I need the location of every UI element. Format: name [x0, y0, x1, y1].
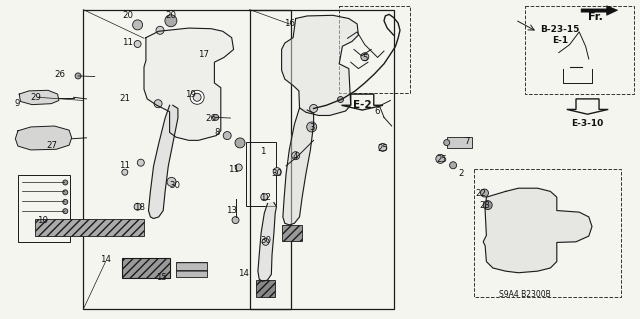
Ellipse shape [154, 100, 162, 108]
Ellipse shape [483, 201, 492, 210]
Text: 4: 4 [293, 152, 298, 161]
Ellipse shape [379, 143, 387, 152]
Bar [122, 258, 170, 278]
Text: 20: 20 [122, 11, 134, 20]
Text: 5: 5 [363, 54, 368, 63]
Ellipse shape [190, 90, 204, 104]
Ellipse shape [193, 93, 201, 101]
Ellipse shape [481, 189, 488, 197]
Ellipse shape [63, 180, 68, 185]
Polygon shape [282, 15, 358, 115]
Text: 7: 7 [464, 137, 469, 146]
Bar [35, 219, 144, 236]
Ellipse shape [235, 138, 245, 148]
Polygon shape [144, 28, 234, 140]
Ellipse shape [134, 203, 141, 210]
Text: 30: 30 [260, 236, 271, 245]
Polygon shape [15, 126, 72, 150]
Text: 9: 9 [15, 99, 20, 108]
Polygon shape [483, 188, 592, 273]
Ellipse shape [444, 140, 450, 145]
Text: 12: 12 [260, 193, 271, 202]
Text: 14: 14 [100, 256, 111, 264]
Text: 1: 1 [260, 147, 266, 156]
Text: 22: 22 [475, 189, 486, 198]
Text: 6: 6 [375, 107, 380, 116]
Text: 8: 8 [215, 128, 220, 137]
Text: 21: 21 [119, 94, 131, 103]
Ellipse shape [236, 164, 242, 171]
Text: 27: 27 [46, 141, 58, 150]
Text: 11: 11 [122, 38, 134, 47]
Text: 14: 14 [237, 269, 249, 278]
Text: 30: 30 [169, 181, 180, 189]
Bar [447, 137, 472, 148]
Text: 2: 2 [458, 169, 463, 178]
Ellipse shape [167, 177, 176, 186]
Text: 11: 11 [228, 165, 239, 174]
Text: E-2: E-2 [353, 100, 372, 110]
Ellipse shape [212, 115, 219, 120]
Ellipse shape [310, 104, 317, 113]
Ellipse shape [436, 154, 445, 163]
Bar [176, 262, 207, 277]
Text: 30: 30 [271, 169, 283, 178]
Text: Fr.: Fr. [588, 11, 603, 22]
Text: S9A4 B2300B: S9A4 B2300B [499, 290, 550, 299]
Polygon shape [258, 203, 276, 281]
Polygon shape [581, 6, 618, 15]
Ellipse shape [361, 53, 369, 61]
Text: 26: 26 [205, 114, 217, 122]
Ellipse shape [307, 122, 317, 132]
Polygon shape [283, 108, 314, 225]
Polygon shape [148, 105, 178, 219]
Text: 20: 20 [165, 11, 177, 20]
Text: 18: 18 [134, 203, 145, 212]
Bar [256, 280, 275, 297]
Text: 3: 3 [309, 123, 314, 132]
Text: 17: 17 [198, 50, 209, 59]
Ellipse shape [132, 20, 143, 30]
Ellipse shape [450, 162, 456, 169]
Text: 15: 15 [156, 273, 168, 282]
Text: 19: 19 [186, 90, 196, 99]
Ellipse shape [63, 199, 68, 204]
Text: 16: 16 [284, 19, 295, 28]
Ellipse shape [337, 97, 344, 102]
Text: 26: 26 [54, 70, 65, 79]
Ellipse shape [292, 152, 300, 160]
Ellipse shape [134, 41, 141, 48]
Ellipse shape [63, 209, 68, 214]
Text: E-3-10: E-3-10 [572, 119, 604, 128]
Text: 10: 10 [37, 216, 49, 225]
Ellipse shape [232, 217, 239, 224]
Ellipse shape [122, 169, 128, 175]
Ellipse shape [261, 194, 268, 201]
Text: B-23-15
E-1: B-23-15 E-1 [540, 26, 580, 45]
Text: 25: 25 [436, 155, 447, 164]
Ellipse shape [165, 15, 177, 27]
Ellipse shape [223, 131, 231, 140]
Ellipse shape [156, 26, 164, 34]
Ellipse shape [138, 159, 144, 166]
Ellipse shape [75, 73, 81, 79]
Bar [282, 225, 302, 241]
Text: 11: 11 [119, 161, 131, 170]
Text: 25: 25 [377, 144, 388, 153]
Text: 29: 29 [31, 93, 41, 102]
Polygon shape [19, 90, 59, 105]
Text: 13: 13 [226, 206, 237, 215]
Text: 23: 23 [479, 201, 491, 210]
Ellipse shape [63, 190, 68, 195]
Ellipse shape [262, 238, 269, 245]
Ellipse shape [273, 167, 281, 176]
